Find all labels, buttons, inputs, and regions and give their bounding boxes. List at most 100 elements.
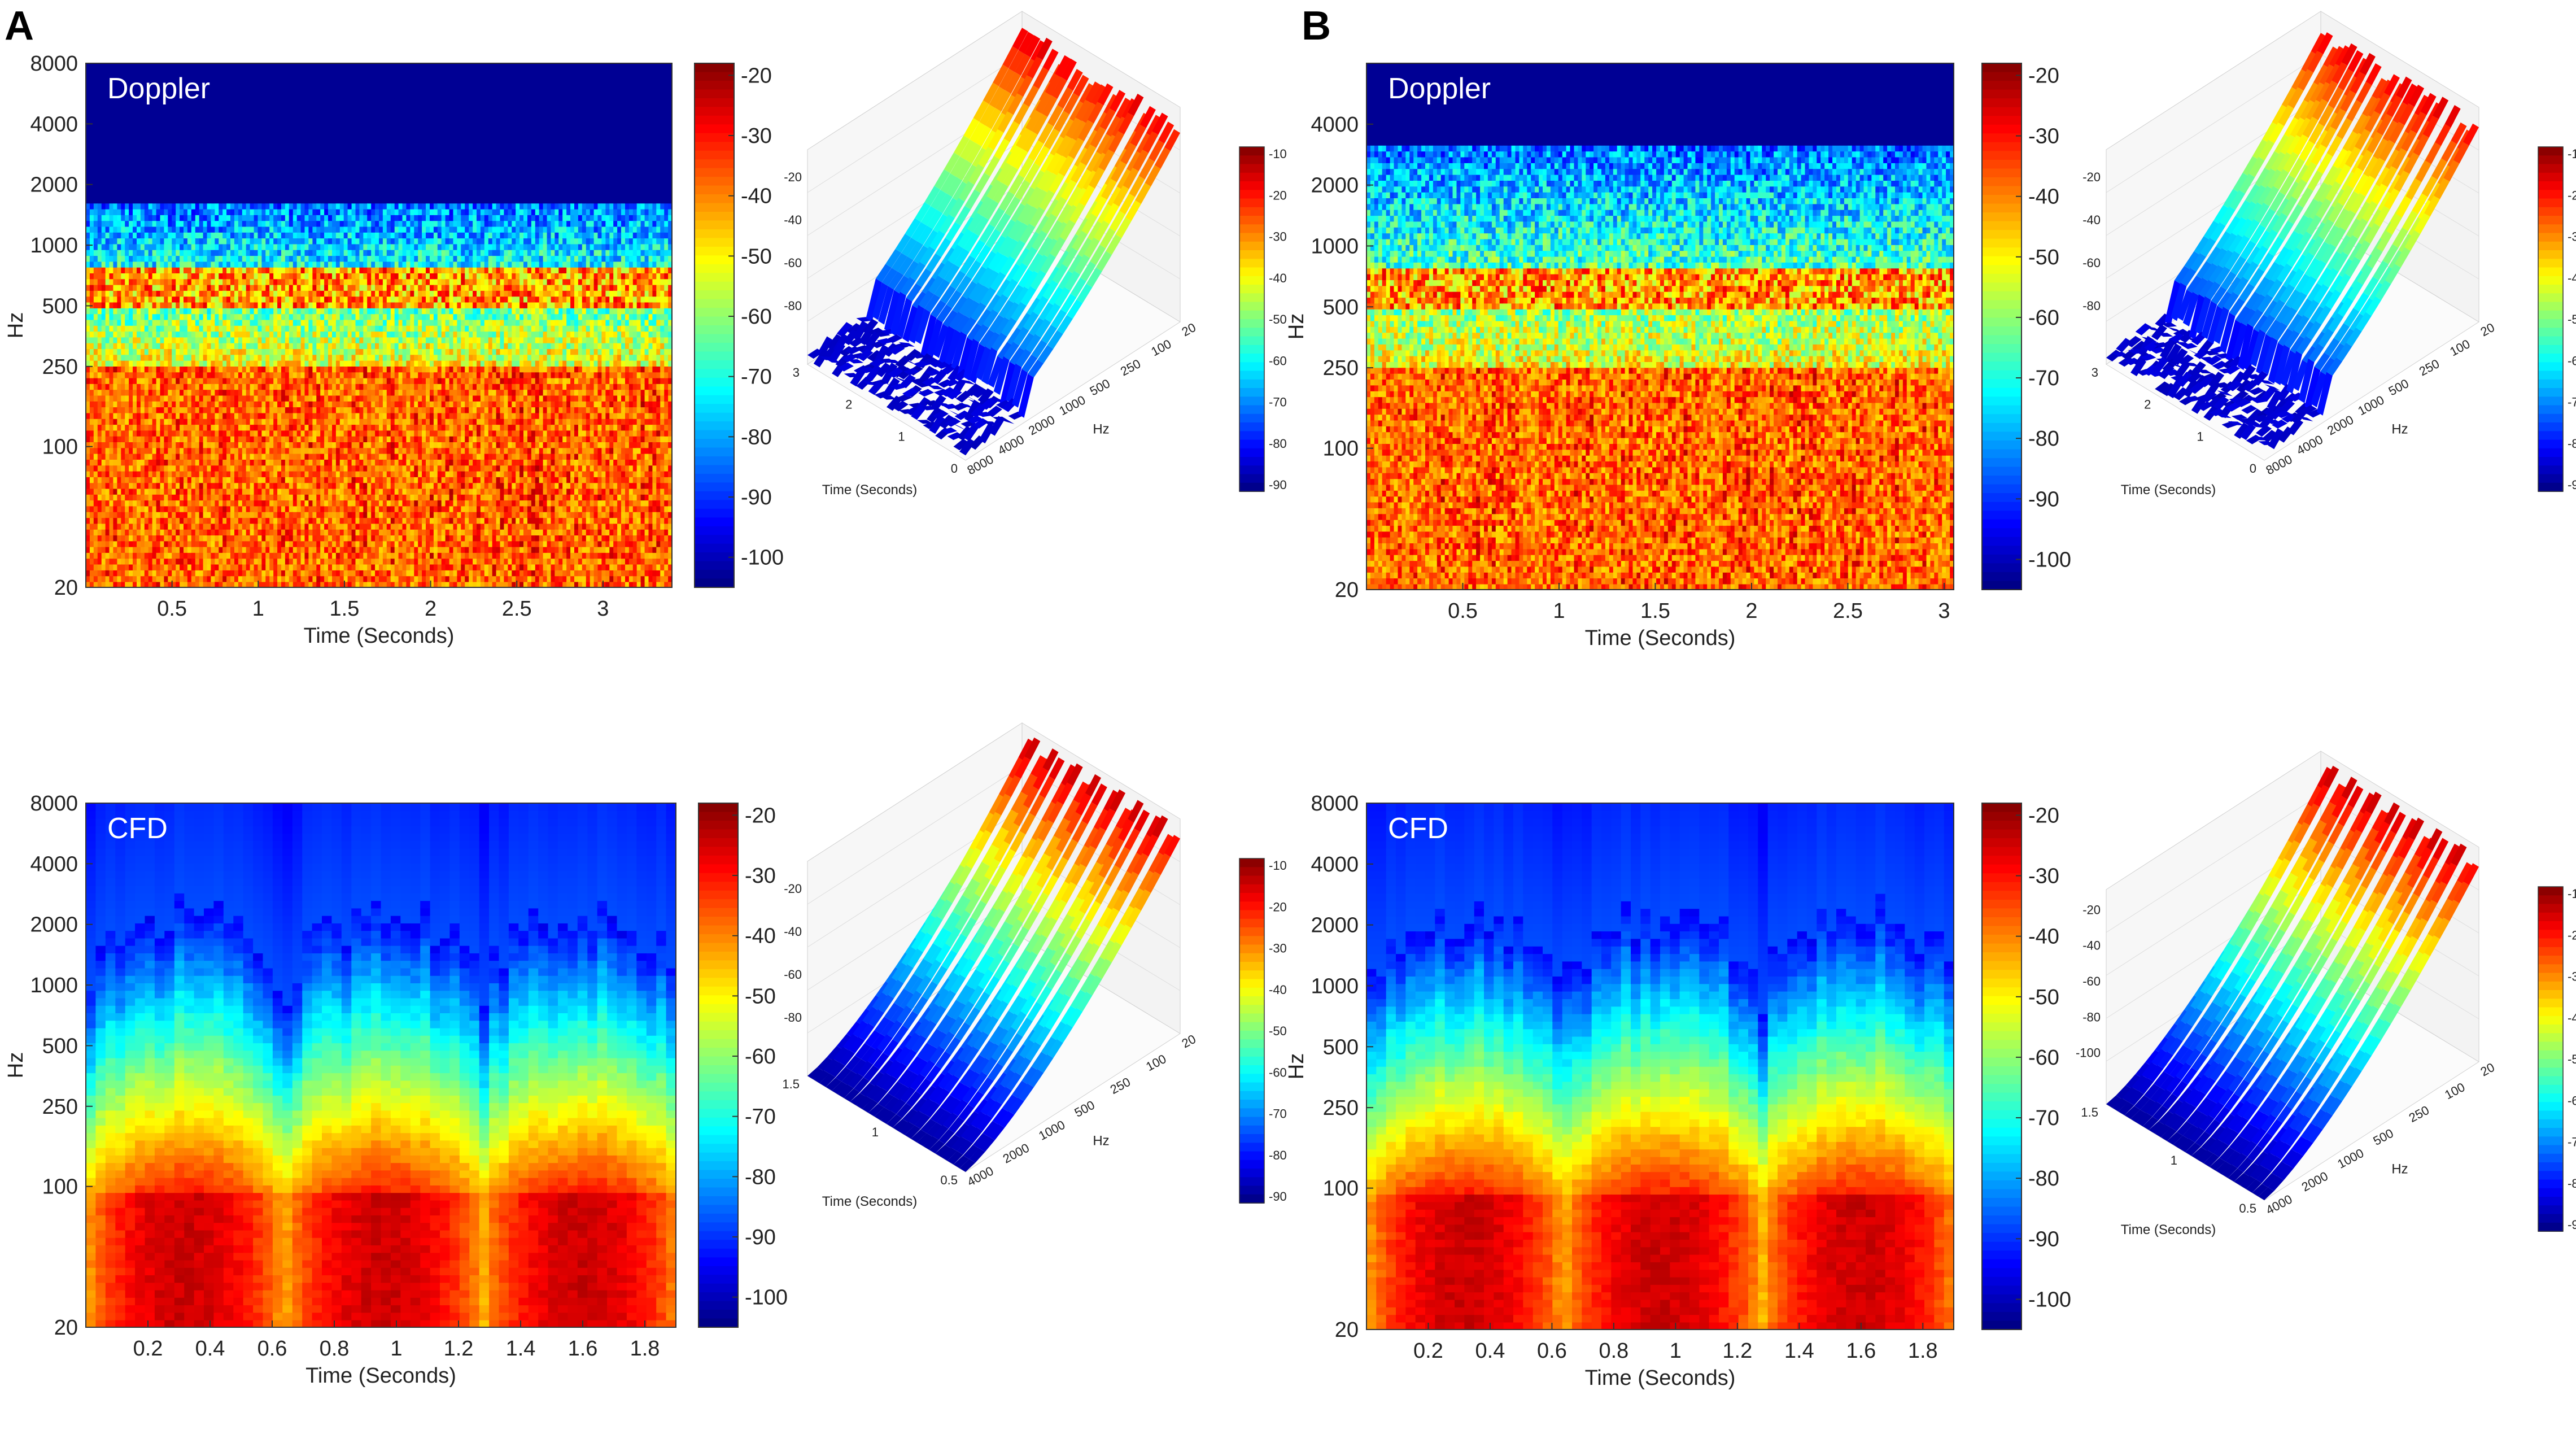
heatmap-cell (187, 278, 192, 285)
heatmap-cell (168, 442, 172, 448)
heatmap-cell (137, 313, 141, 320)
heatmap-cell (180, 121, 184, 128)
heatmap-cell (113, 278, 118, 285)
heatmap-cell (93, 535, 98, 542)
heatmap-cell (211, 477, 216, 483)
heatmap-cell (234, 348, 239, 355)
heatmap-cell (265, 156, 270, 163)
heatmap-cell (168, 273, 172, 280)
heatmap-cell (156, 261, 161, 268)
heatmap-cell (234, 342, 239, 349)
heatmap-cell (148, 284, 153, 291)
heatmap-cell (281, 296, 286, 303)
heatmap-cell (207, 255, 212, 262)
heatmap-cell (152, 523, 157, 530)
heatmap-cell (273, 319, 278, 326)
heatmap-cell (226, 191, 231, 198)
heatmap-cell (269, 267, 274, 273)
heatmap-cell (281, 523, 286, 530)
heatmap-cell (137, 308, 141, 315)
heatmap-cell (254, 267, 259, 273)
heatmap-cell (86, 383, 90, 390)
heatmap-cell (281, 150, 286, 157)
heatmap-cell (273, 80, 278, 87)
heatmap-cell (273, 220, 278, 227)
heatmap-cell (172, 482, 176, 489)
heatmap-cell (125, 156, 129, 163)
heatmap-cell (97, 104, 102, 111)
heatmap-cell (222, 419, 227, 425)
heatmap-cell (133, 69, 137, 76)
heatmap-cell (86, 442, 90, 448)
heatmap-cell (289, 284, 294, 291)
heatmap-cell (226, 447, 231, 454)
heatmap-cell (86, 552, 90, 559)
heatmap-cell (269, 185, 274, 192)
heatmap-cell (261, 395, 267, 402)
heatmap-cell (289, 325, 294, 332)
heatmap-cell (285, 121, 290, 128)
heatmap-cell (89, 104, 94, 111)
heatmap-cell (148, 180, 153, 186)
heatmap-cell (226, 185, 231, 192)
heatmap-cell (207, 150, 212, 157)
heatmap-cell (265, 419, 270, 425)
heatmap-cell (105, 238, 110, 245)
heatmap-cell (144, 325, 149, 332)
heatmap-cell (207, 75, 212, 81)
heatmap-cell (125, 331, 129, 338)
heatmap-cell (117, 255, 122, 262)
heatmap-cell (140, 529, 145, 535)
heatmap-cell (160, 354, 165, 361)
heatmap-cell (254, 69, 259, 76)
heatmap-cell (172, 546, 176, 553)
heatmap-cell (101, 255, 106, 262)
heatmap-cell (257, 185, 263, 192)
heatmap-cell (261, 203, 267, 210)
heatmap-cell (113, 505, 118, 512)
heatmap-cell (281, 98, 286, 104)
heatmap-cell (129, 80, 133, 87)
heatmap-cell (101, 226, 106, 233)
heatmap-cell (97, 505, 102, 512)
heatmap-cell (152, 383, 157, 390)
heatmap-cell (254, 377, 259, 384)
heatmap-cell (246, 383, 251, 390)
heatmap-cell (285, 430, 290, 437)
heatmap-cell (230, 220, 235, 227)
heatmap-cell (121, 302, 125, 308)
heatmap-cell (250, 296, 255, 303)
heatmap-cell (222, 250, 227, 256)
heatmap-cell (172, 238, 176, 245)
heatmap-cell (89, 168, 94, 175)
heatmap-cell (281, 505, 286, 512)
heatmap-cell (148, 505, 153, 512)
heatmap-cell (180, 273, 184, 280)
heatmap-cell (121, 139, 125, 146)
heatmap-cell (215, 115, 220, 122)
heatmap-cell (265, 552, 270, 559)
heatmap-cell (164, 377, 169, 384)
heatmap-cell (261, 273, 267, 280)
heatmap-cell (187, 191, 192, 198)
heatmap-cell (203, 243, 208, 250)
heatmap-cell (144, 197, 149, 204)
heatmap-cell (203, 546, 208, 553)
heatmap-cell (285, 470, 290, 477)
heatmap-cell (172, 581, 176, 588)
heatmap-cell (285, 512, 290, 518)
heatmap-cell (203, 273, 208, 280)
heatmap-cell (199, 447, 204, 454)
heatmap-cell (86, 296, 90, 303)
heatmap-cell (109, 284, 114, 291)
heatmap-cell (265, 80, 270, 87)
heatmap-cell (164, 273, 169, 280)
heatmap-cell (269, 424, 274, 431)
heatmap-cell (97, 558, 102, 565)
heatmap-cell (222, 383, 227, 390)
heatmap-cell (219, 512, 223, 518)
heatmap-cell (101, 319, 106, 326)
heatmap-cell (113, 75, 118, 81)
heatmap-cell (207, 243, 212, 250)
heatmap-cell (109, 139, 114, 146)
